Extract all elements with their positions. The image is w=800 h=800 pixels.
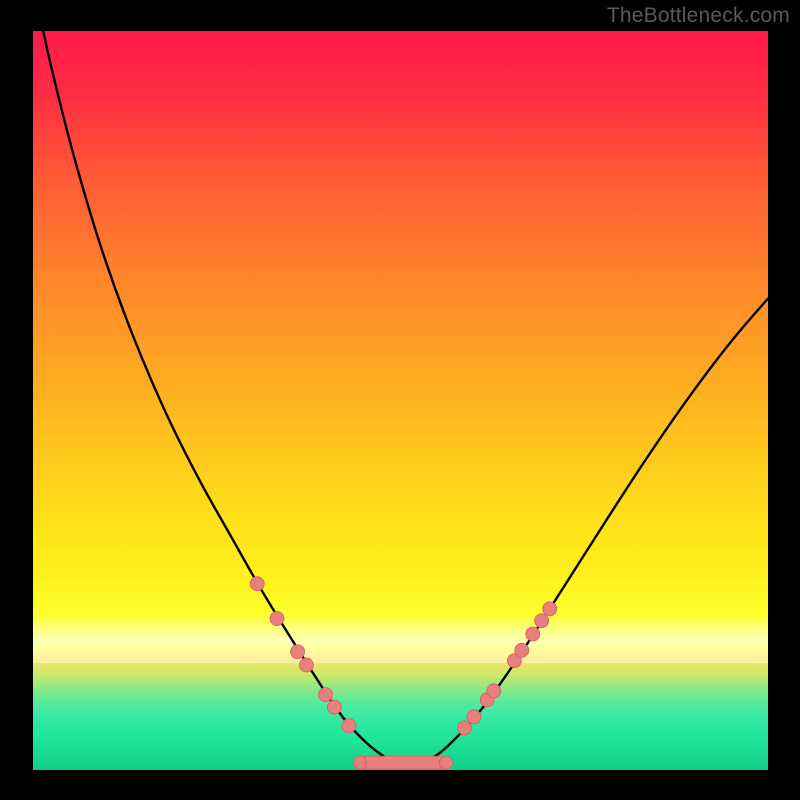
bead-marker [342, 719, 356, 733]
bead-marker [515, 643, 529, 657]
bead-marker [270, 612, 284, 626]
plot-area [33, 31, 768, 770]
bead-marker [526, 627, 540, 641]
bead-marker [543, 602, 557, 616]
bead-marker [535, 614, 549, 628]
bead-marker [487, 684, 501, 698]
bead-marker [250, 577, 264, 591]
bead-marker [354, 756, 367, 769]
bead-marker [299, 658, 313, 672]
beads-group [250, 577, 557, 769]
bead-marker [319, 688, 333, 702]
bottleneck-curve [33, 0, 768, 765]
watermark-text: TheBottleneck.com [607, 4, 790, 28]
bead-marker [291, 645, 305, 659]
bead-marker [457, 721, 471, 735]
bead-marker [467, 710, 481, 724]
bead-marker [440, 756, 453, 769]
curve-layer [33, 31, 768, 770]
chart-frame: TheBottleneck.com [0, 0, 800, 800]
bead-marker [327, 700, 341, 714]
bead-bar [360, 756, 446, 769]
